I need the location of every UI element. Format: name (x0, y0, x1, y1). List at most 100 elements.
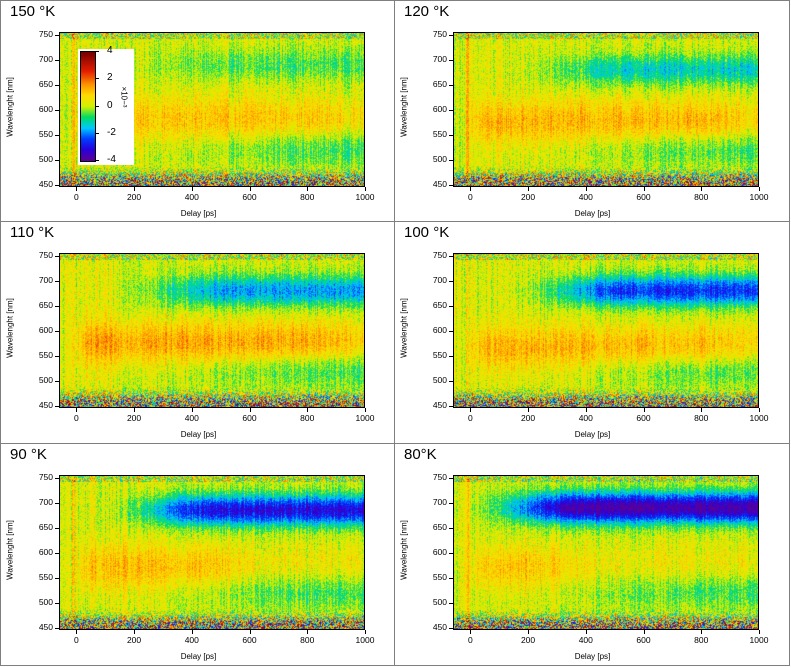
y-tick-mark (55, 380, 59, 382)
y-tick-label: 600 (432, 103, 447, 114)
x-tick-label: 1000 (355, 635, 375, 645)
x-tick-mark (585, 408, 587, 412)
x-tick-label: 800 (694, 192, 709, 202)
y-tick-label: 500 (432, 596, 447, 607)
y-tick-label: 650 (432, 521, 447, 532)
chart-panel: 90 °K 750 700 650 600 550 500 450 0 200 400 600 800 1… (0, 444, 395, 666)
x-tick-mark (76, 187, 78, 191)
y-tick-label: 600 (432, 546, 447, 557)
x-tick-mark (643, 187, 645, 191)
y-tick-mark (449, 255, 453, 257)
x-tick-mark (643, 630, 645, 634)
colorbar-tick-mark (95, 132, 99, 134)
y-tick-label: 750 (38, 28, 53, 39)
y-tick-label: 700 (432, 496, 447, 507)
y-tick-mark (55, 255, 59, 257)
y-tick-label: 650 (38, 299, 53, 310)
y-tick-mark (55, 109, 59, 111)
y-axis-label: Wavelenght [nm] (399, 502, 409, 598)
x-tick-label: 0 (467, 635, 473, 645)
y-tick-mark (55, 34, 59, 36)
y-tick-label: 650 (38, 78, 53, 89)
y-tick-mark (55, 602, 59, 604)
chart-panel: 120 °K 750 700 650 600 550 500 450 0 200 400 600 800… (395, 0, 790, 222)
y-tick-mark (449, 330, 453, 332)
x-tick-mark (76, 630, 78, 634)
y-axis-label-text: Wavelenght [nm] (399, 77, 409, 137)
y-axis-label-text: Wavelenght [nm] (5, 520, 15, 580)
colorbar-tick-label: -4 (107, 154, 116, 165)
y-tick-mark (55, 552, 59, 554)
x-tick-label: 1000 (355, 413, 375, 423)
x-tick-label: 0 (73, 192, 79, 202)
x-tick-label: 200 (520, 413, 536, 423)
x-tick-mark (528, 187, 530, 191)
x-tick-mark (249, 187, 251, 191)
y-tick-mark (449, 355, 453, 357)
chart-panel: 110 °K 750 700 650 600 550 500 450 0 200 400 600 800… (0, 222, 395, 444)
x-tick-label: 800 (300, 635, 315, 645)
x-tick-mark (365, 630, 366, 634)
y-axis-label-text: Wavelenght [nm] (5, 298, 15, 358)
x-tick-mark (701, 187, 703, 191)
y-tick-mark (55, 627, 59, 629)
x-axis-label: Delay [ps] (180, 209, 217, 218)
x-tick-mark (643, 408, 645, 412)
x-tick-label: 200 (126, 413, 142, 423)
x-tick-label: 0 (73, 413, 79, 423)
x-tick-mark (134, 187, 136, 191)
chart-panel: 100 °K 750 700 650 600 550 500 450 0 200 400 600 800… (395, 222, 790, 444)
heatmap-plot (453, 253, 759, 408)
x-tick-mark (134, 408, 136, 412)
y-tick-mark (449, 627, 453, 629)
heatmap-plot (453, 475, 759, 630)
y-tick-label: 550 (432, 349, 447, 360)
colorbar-label-text: ×10−³ (119, 86, 129, 108)
x-tick-mark (307, 187, 309, 191)
x-tick-label: 800 (300, 192, 315, 202)
y-tick-mark (55, 184, 59, 186)
y-tick-label: 750 (432, 28, 447, 39)
x-tick-mark (134, 630, 136, 634)
y-tick-mark (449, 84, 453, 86)
y-tick-mark (449, 477, 453, 479)
x-tick-label: 1000 (355, 192, 375, 202)
y-tick-label: 450 (38, 621, 53, 632)
x-tick-label: 600 (242, 635, 257, 645)
y-tick-mark (449, 159, 453, 161)
x-tick-label: 600 (636, 413, 651, 423)
x-tick-label: 800 (694, 413, 709, 423)
x-tick-mark (470, 408, 472, 412)
y-tick-label: 600 (38, 546, 53, 557)
x-tick-label: 0 (467, 192, 473, 202)
y-tick-mark (55, 405, 59, 407)
x-axis-label: Delay [ps] (180, 652, 217, 661)
x-tick-label: 1000 (749, 192, 769, 202)
y-tick-label: 700 (432, 53, 447, 64)
x-tick-label: 200 (126, 635, 142, 645)
x-tick-label: 800 (694, 635, 709, 645)
y-tick-mark (449, 502, 453, 504)
colorbar-tick-mark (95, 160, 99, 161)
x-tick-label: 0 (467, 413, 473, 423)
x-tick-label: 200 (126, 192, 142, 202)
x-tick-mark (365, 408, 366, 412)
y-tick-mark (449, 380, 453, 382)
y-tick-label: 600 (38, 103, 53, 114)
x-tick-label: 400 (578, 635, 593, 645)
y-tick-mark (55, 159, 59, 161)
y-tick-label: 700 (38, 496, 53, 507)
y-tick-mark (449, 305, 453, 307)
y-tick-label: 700 (38, 53, 53, 64)
y-axis-label: Wavelenght [nm] (5, 59, 15, 155)
x-tick-label: 400 (184, 413, 199, 423)
x-tick-mark (191, 630, 193, 634)
y-tick-label: 450 (432, 178, 447, 189)
x-tick-label: 400 (578, 413, 593, 423)
heatmap-plot (59, 475, 365, 630)
y-tick-label: 600 (432, 324, 447, 335)
y-tick-mark (55, 577, 59, 579)
x-tick-label: 600 (242, 413, 257, 423)
x-tick-label: 400 (184, 635, 199, 645)
